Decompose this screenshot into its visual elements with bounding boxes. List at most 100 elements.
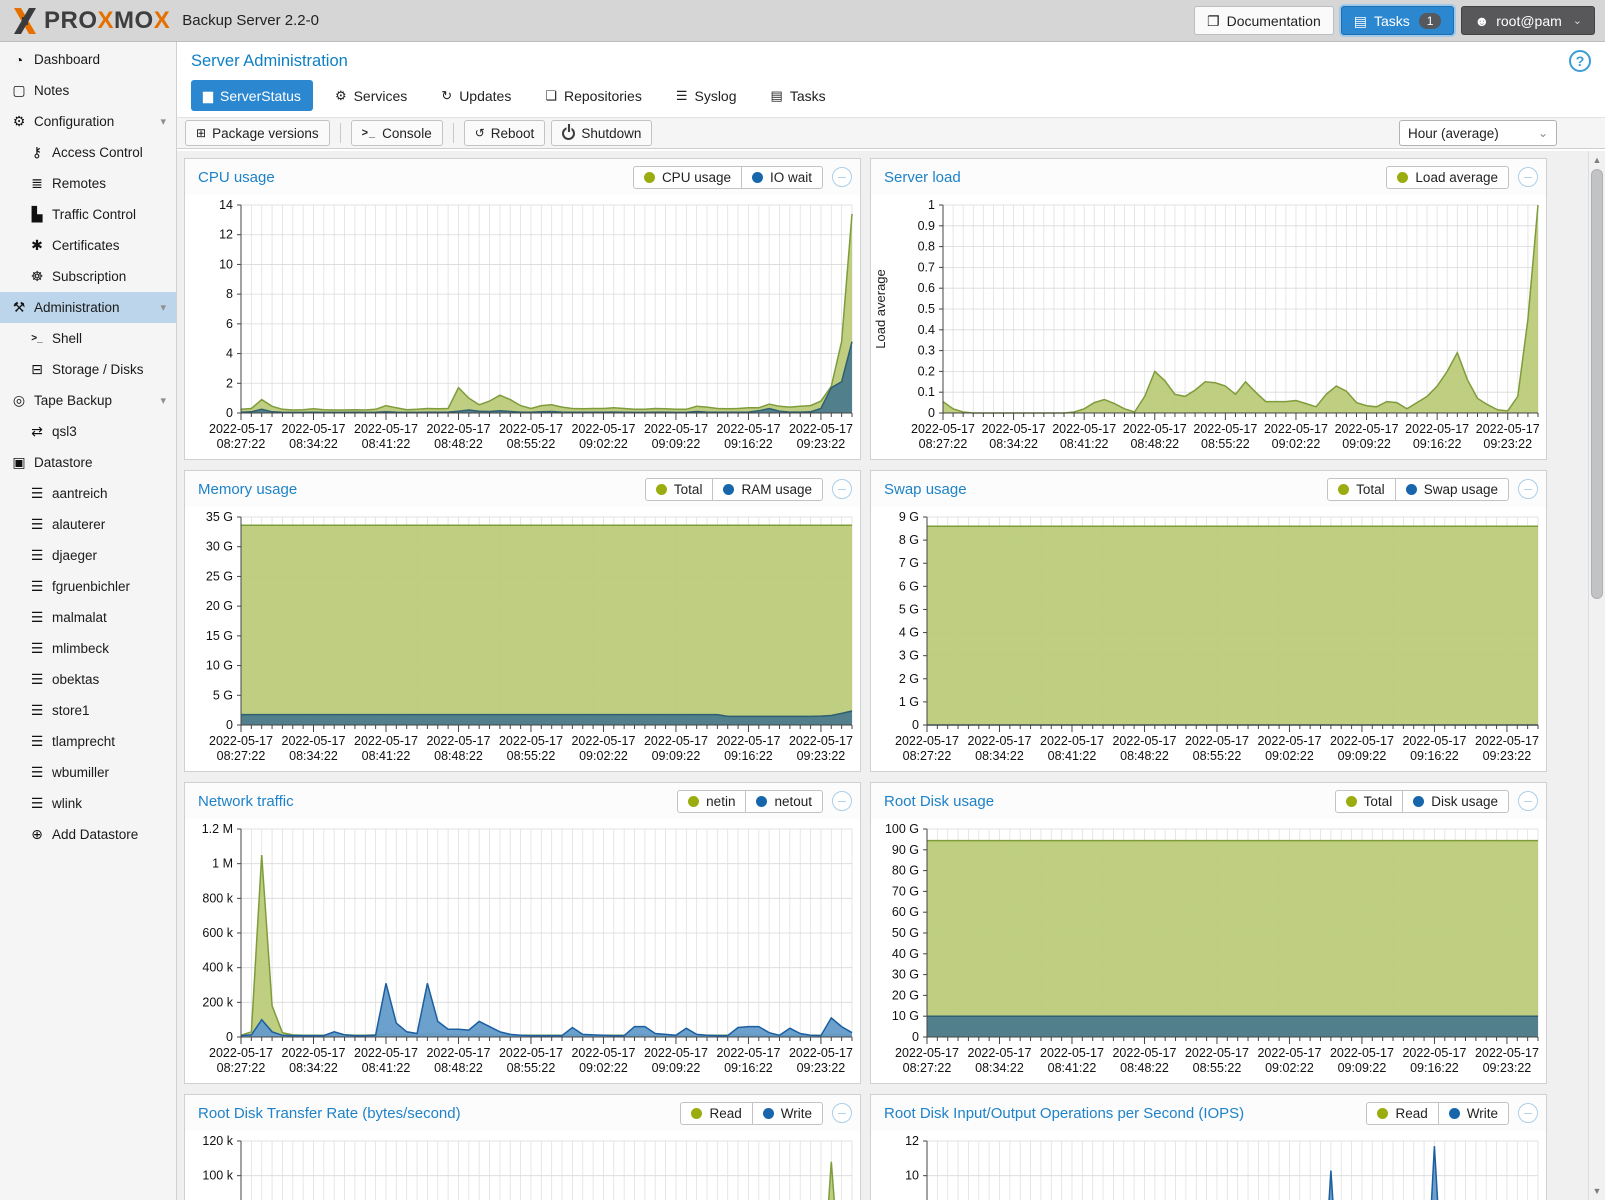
sidebar-item-label: Traffic Control: [52, 207, 137, 222]
sidebar-item-configuration[interactable]: ⚙ Configuration ▾: [0, 106, 176, 137]
sidebar-item-certificates[interactable]: ✱ Certificates: [0, 230, 176, 261]
sidebar-item-fgruenbichler[interactable]: ☰ fgruenbichler: [0, 571, 176, 602]
tab-tasks[interactable]: ▤ Tasks: [759, 80, 838, 111]
collapse-panel-button[interactable]: –: [832, 167, 852, 187]
sidebar-item-add-datastore[interactable]: ⊕ Add Datastore: [0, 819, 176, 850]
tab-updates[interactable]: ↻ Updates: [429, 80, 523, 111]
sidebar-item-administration[interactable]: ⚒ Administration ▾: [0, 292, 176, 323]
scroll-up-arrow-icon[interactable]: ▲: [1592, 155, 1602, 165]
collapse-panel-button[interactable]: –: [1518, 479, 1538, 499]
legend-toggle-write[interactable]: Write: [751, 1101, 823, 1125]
tab-services[interactable]: ⚙ Services: [323, 80, 419, 111]
shutdown-button[interactable]: Shutdown: [551, 120, 653, 146]
collapse-panel-button[interactable]: –: [832, 1103, 852, 1123]
sidebar-item-remotes[interactable]: ≣ Remotes: [0, 168, 176, 199]
sidebar-item-dashboard[interactable]: ◔ Dashboard: [0, 44, 176, 75]
sidebar-item-notes[interactable]: ▢ Notes: [0, 75, 176, 106]
help-button[interactable]: ?: [1569, 50, 1591, 72]
svg-text:08:27:22: 08:27:22: [919, 437, 968, 451]
reboot-button[interactable]: ↺ Reboot: [463, 120, 546, 146]
legend-toggle-netin[interactable]: netin: [677, 789, 747, 813]
scrollbar-thumb[interactable]: [1591, 169, 1603, 599]
svg-text:2022-05-17: 2022-05-17: [968, 734, 1032, 748]
legend-toggle-write[interactable]: Write: [1437, 1101, 1509, 1125]
collapse-panel-button[interactable]: –: [832, 791, 852, 811]
sidebar-item-aantreich[interactable]: ☰ aantreich: [0, 478, 176, 509]
legend-toggle-swap-usage[interactable]: Swap usage: [1394, 477, 1509, 501]
svg-text:2022-05-17: 2022-05-17: [571, 1046, 635, 1060]
svg-text:25 G: 25 G: [206, 569, 233, 583]
legend-toggle-ram-usage[interactable]: RAM usage: [712, 477, 823, 501]
chart-panel-network-traffic: Network traffic netin netout – 0 200 k 400 k 60…: [184, 782, 861, 1084]
sidebar-item-access-control[interactable]: ⚷ Access Control: [0, 137, 176, 168]
sidebar-item-label: malmalat: [52, 610, 107, 625]
legend-label: Total: [673, 481, 703, 497]
svg-text:0.2: 0.2: [918, 364, 935, 378]
user-menu-button[interactable]: ☻ root@pam ⌄: [1461, 6, 1595, 35]
sidebar-item-label: Tape Backup: [34, 393, 113, 408]
svg-text:2022-05-17: 2022-05-17: [1330, 1046, 1394, 1060]
legend-toggle-total[interactable]: Total: [1334, 789, 1404, 813]
documentation-button[interactable]: ❐ Documentation: [1194, 6, 1334, 35]
legend-toggle-total[interactable]: Total: [1327, 477, 1396, 501]
sidebar-item-alauterer[interactable]: ☰ alauterer: [0, 509, 176, 540]
timeframe-select[interactable]: Hour (average) ⌄: [1399, 120, 1557, 146]
chevron-down-icon[interactable]: ▾: [160, 395, 166, 407]
legend-toggle-cpu-usage[interactable]: CPU usage: [632, 165, 742, 189]
collapse-panel-button[interactable]: –: [832, 479, 852, 499]
svg-text:8: 8: [226, 287, 233, 301]
tasks-button[interactable]: ▤ Tasks 1: [1340, 6, 1455, 35]
chevron-down-icon[interactable]: ▾: [160, 302, 166, 314]
svg-text:08:55:22: 08:55:22: [1201, 437, 1250, 451]
collapse-panel-button[interactable]: –: [1518, 167, 1538, 187]
legend-toggle-load-average[interactable]: Load average: [1386, 165, 1509, 189]
sidebar-item-datastore[interactable]: ▣ Datastore: [0, 447, 176, 478]
sidebar-item-mlimbeck[interactable]: ☰ mlimbeck: [0, 633, 176, 664]
sidebar-item-qsl3[interactable]: ⇄ qsl3: [0, 416, 176, 447]
legend-toggle-io-wait[interactable]: IO wait: [740, 165, 823, 189]
sidebar-item-wbumiller[interactable]: ☰ wbumiller: [0, 757, 176, 788]
svg-text:5 G: 5 G: [899, 602, 919, 616]
sidebar-item-label: obektas: [52, 672, 100, 687]
disk-icon: ⊟: [31, 361, 43, 377]
sidebar-item-store1[interactable]: ☰ store1: [0, 695, 176, 726]
package-versions-button[interactable]: ⊞ Package versions: [185, 120, 330, 146]
console-button[interactable]: >_ Console: [350, 120, 443, 146]
scrollbar[interactable]: ▲ ▼: [1588, 151, 1605, 1200]
svg-text:600 k: 600 k: [202, 926, 233, 940]
sidebar-item-tape-backup[interactable]: ◎ Tape Backup ▾: [0, 385, 176, 416]
database-icon: ☰: [30, 516, 44, 532]
legend-toggle-netout[interactable]: netout: [745, 789, 823, 813]
chart-panel-memory-usage: Memory usage Total RAM usage – 0 5 G 10 G 15 G 2…: [184, 470, 861, 772]
sidebar-item-wlink[interactable]: ☰ wlink: [0, 788, 176, 819]
legend-toggle-total[interactable]: Total: [644, 477, 714, 501]
sidebar-item-subscription[interactable]: ☸ Subscription: [0, 261, 176, 292]
collapse-panel-button[interactable]: –: [1518, 791, 1538, 811]
legend-toggle-read[interactable]: Read: [680, 1101, 753, 1125]
tab-syslog[interactable]: ☰ Syslog: [664, 80, 749, 111]
chart-panel-header: Memory usage Total RAM usage –: [185, 471, 860, 507]
svg-text:09:09:22: 09:09:22: [1342, 437, 1391, 451]
tab-repositories[interactable]: ❏ Repositories: [533, 80, 653, 111]
collapse-panel-button[interactable]: –: [1518, 1103, 1538, 1123]
scroll-down-arrow-icon[interactable]: ▼: [1592, 1186, 1602, 1196]
sidebar-item-traffic-control[interactable]: ▙ Traffic Control: [0, 199, 176, 230]
legend-toggle-read[interactable]: Read: [1366, 1101, 1439, 1125]
chevron-down-icon[interactable]: ▾: [160, 116, 166, 128]
svg-text:2022-05-17: 2022-05-17: [1257, 734, 1321, 748]
svg-text:2022-05-17: 2022-05-17: [1405, 422, 1469, 436]
svg-text:09:02:22: 09:02:22: [1272, 437, 1321, 451]
sidebar-item-label: wbumiller: [52, 765, 110, 780]
sidebar-item-label: Remotes: [52, 176, 107, 191]
sidebar-item-shell[interactable]: >_ Shell: [0, 323, 176, 354]
legend-label: netout: [774, 793, 812, 809]
legend-toggle-disk-usage[interactable]: Disk usage: [1402, 789, 1509, 813]
sidebar-item-label: Access Control: [52, 145, 143, 160]
sidebar-item-storage-disks[interactable]: ⊟ Storage / Disks: [0, 354, 176, 385]
svg-text:08:55:22: 08:55:22: [1193, 749, 1242, 763]
sidebar-item-tlamprecht[interactable]: ☰ tlamprecht: [0, 726, 176, 757]
tab-serverstatus[interactable]: ▆ ServerStatus: [191, 80, 313, 111]
sidebar-item-malmalat[interactable]: ☰ malmalat: [0, 602, 176, 633]
sidebar-item-djaeger[interactable]: ☰ djaeger: [0, 540, 176, 571]
sidebar-item-obektas[interactable]: ☰ obektas: [0, 664, 176, 695]
